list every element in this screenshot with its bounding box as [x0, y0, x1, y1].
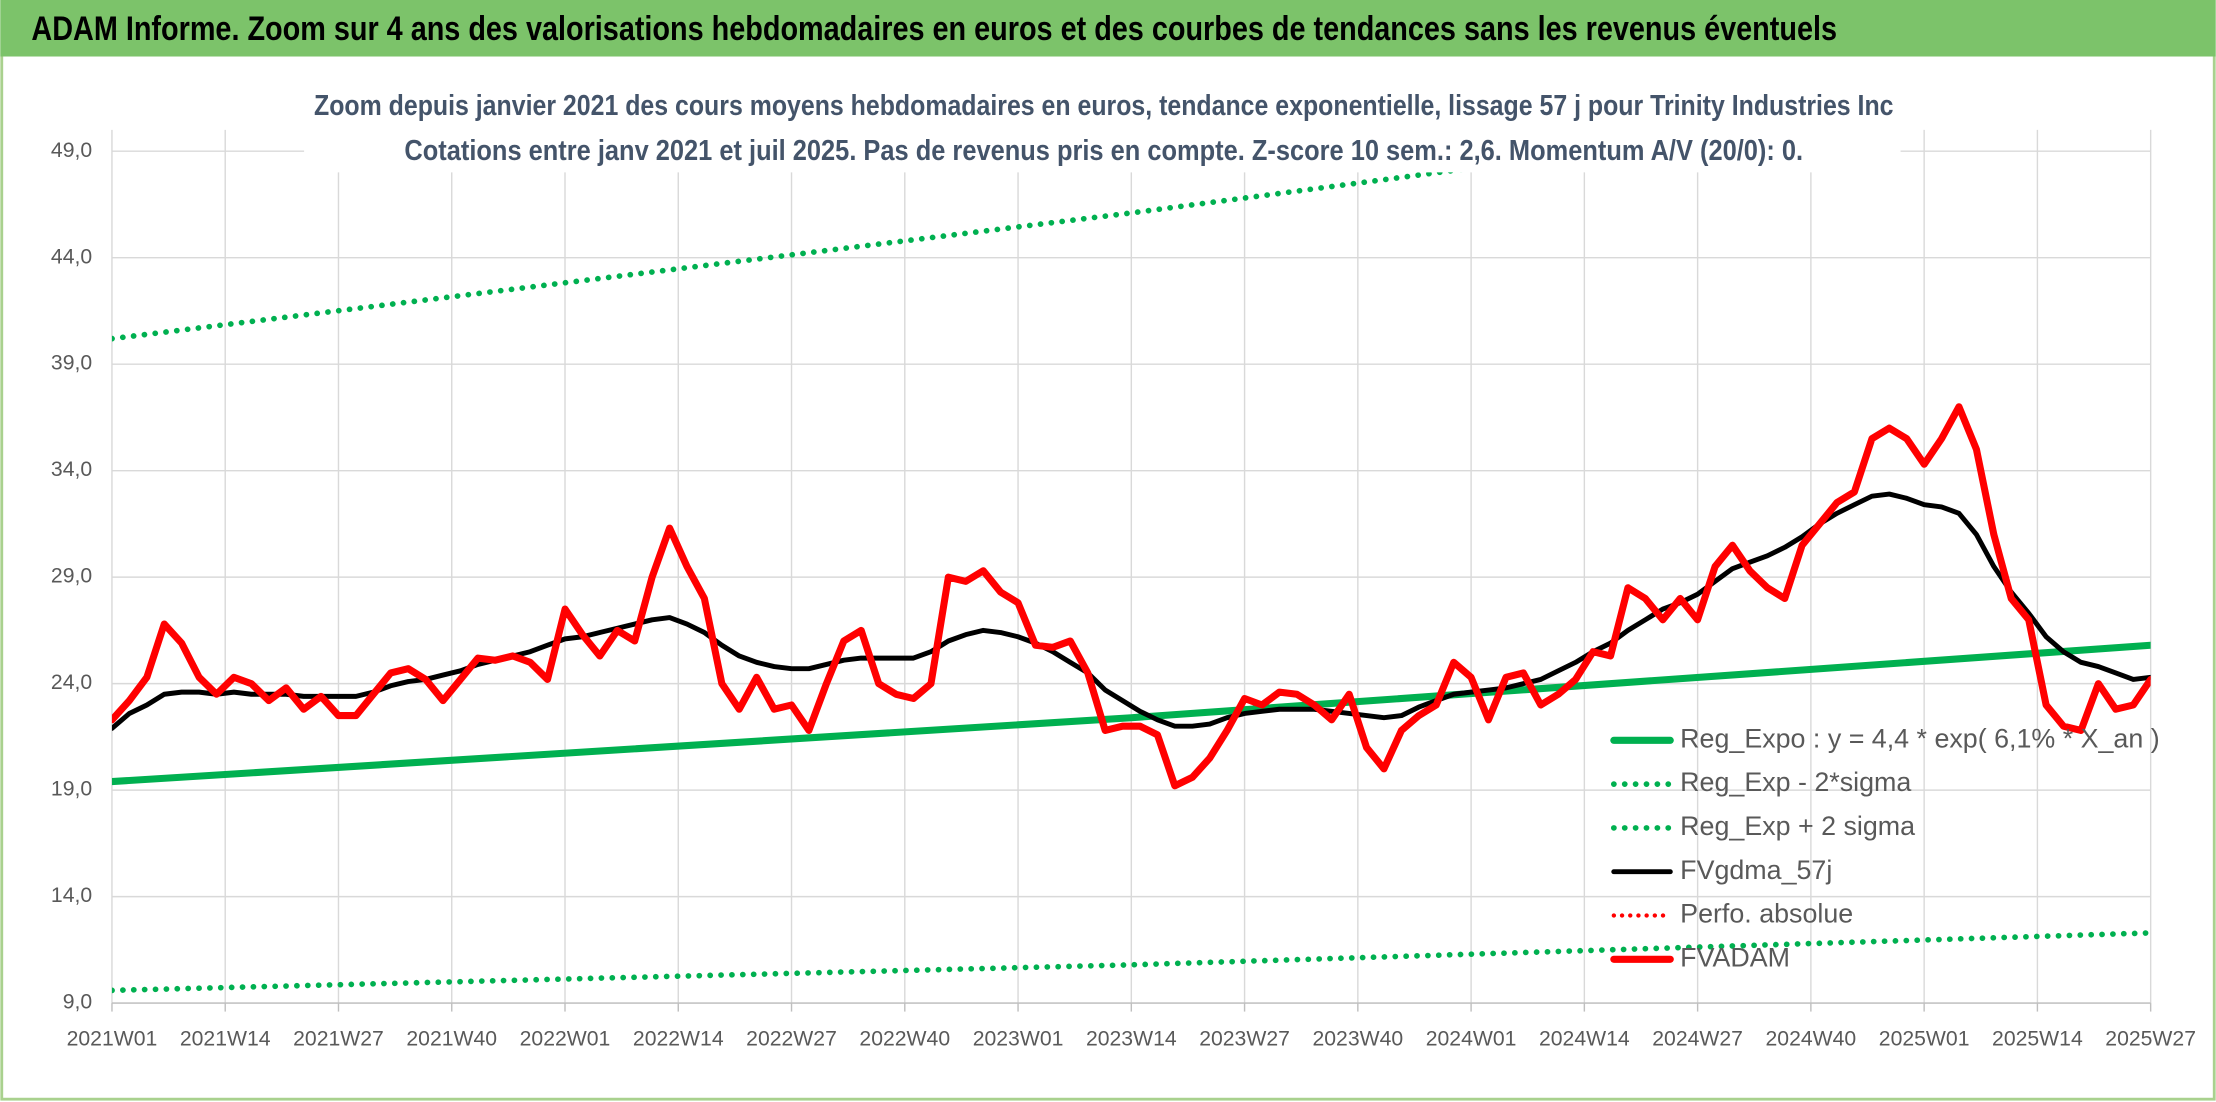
header-band [0, 0, 2216, 57]
header-title: ADAM Informe. Zoom sur 4 ans des valoris… [31, 10, 1837, 48]
legend-label: Reg_Exp + 2 sigma [1680, 811, 1915, 841]
legend-label: FVgdma_57j [1680, 855, 1832, 885]
chart-title: Zoom depuis janvier 2021 des cours moyen… [314, 89, 1894, 121]
y-tick-label: 44,0 [51, 245, 92, 268]
y-tick-label: 39,0 [51, 352, 92, 375]
x-tick-label: 2025W14 [1992, 1027, 2083, 1050]
x-tick-label: 2023W01 [973, 1027, 1064, 1050]
legend-label: FVADAM [1680, 942, 1790, 972]
x-tick-label: 2024W40 [1766, 1027, 1857, 1050]
x-tick-label: 2024W27 [1652, 1027, 1743, 1050]
y-tick-label: 34,0 [51, 458, 92, 481]
y-tick-label: 9,0 [63, 991, 92, 1014]
y-tick-label: 24,0 [51, 671, 92, 694]
x-tick-label: 2022W14 [633, 1027, 724, 1050]
x-tick-label: 2023W27 [1199, 1027, 1290, 1050]
y-tick-label: 29,0 [51, 565, 92, 588]
legend-label: Reg_Exp - 2*sigma [1680, 767, 1911, 797]
chart-subtitle: Cotations entre janv 2021 et juil 2025. … [404, 134, 1803, 166]
x-tick-label: 2022W01 [520, 1027, 611, 1050]
series-line [111, 930, 2151, 994]
x-tick-label: 2022W27 [746, 1027, 837, 1050]
x-tick-label: 2021W14 [180, 1027, 271, 1050]
x-tick-label: 2025W27 [2105, 1027, 2196, 1050]
y-tick-label: 14,0 [51, 884, 92, 907]
y-tick-label: 49,0 [51, 139, 92, 162]
x-tick-label: 2023W14 [1086, 1027, 1177, 1050]
x-tick-label: 2021W01 [67, 1027, 158, 1050]
legend-label: Perfo. absolue [1680, 899, 1853, 929]
legend: Reg_Expo : y = 4,4 * exp( 6,1% * X_an ) R… [1610, 723, 2160, 972]
legend-label: Reg_Expo : y = 4,4 * exp( 6,1% * X_an ) [1680, 723, 2159, 753]
x-tick-label: 2023W40 [1312, 1027, 1403, 1050]
y-tick-label: 19,0 [51, 778, 92, 801]
x-tick-label: 2021W27 [293, 1027, 384, 1050]
series-line [111, 403, 2151, 790]
x-tick-label: 2021W40 [406, 1027, 497, 1050]
plot-area [111, 129, 2151, 994]
x-tick-label: 2025W01 [1879, 1027, 1970, 1050]
series-line [111, 641, 2151, 786]
x-tick-label: 2024W14 [1539, 1027, 1630, 1050]
x-tick-label: 2024W01 [1426, 1027, 1517, 1050]
subtitle-box [304, 81, 1901, 173]
x-tick-label: 2022W40 [859, 1027, 950, 1050]
